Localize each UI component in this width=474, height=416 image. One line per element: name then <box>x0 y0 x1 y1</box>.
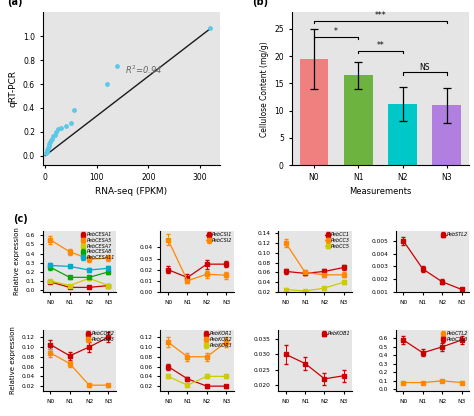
Y-axis label: Relative expression: Relative expression <box>10 327 16 394</box>
Text: **: ** <box>376 41 384 50</box>
Point <box>62 122 70 129</box>
Point <box>70 107 77 114</box>
Point <box>43 149 51 155</box>
Legend: PebCSI1, PebCSI2: PebCSI1, PebCSI2 <box>205 231 233 244</box>
Text: (a): (a) <box>7 0 23 7</box>
Point <box>46 139 54 146</box>
Legend: PebSTL2: PebSTL2 <box>440 231 469 238</box>
Point <box>49 136 56 142</box>
Text: $R^2$=0.94: $R^2$=0.94 <box>125 64 163 77</box>
Point <box>44 146 51 153</box>
Point <box>114 63 121 69</box>
Point <box>50 133 57 140</box>
Point <box>51 132 58 139</box>
Bar <box>388 104 417 165</box>
Point <box>45 143 53 149</box>
X-axis label: Measurements: Measurements <box>349 187 411 196</box>
Point <box>44 145 52 152</box>
Text: (b): (b) <box>252 0 269 7</box>
Legend: PebCOB2, PebCOB3: PebCOB2, PebCOB3 <box>85 330 116 343</box>
Legend: PebCTL2, PebCTL3: PebCTL2, PebCTL3 <box>439 330 469 343</box>
Y-axis label: Cellulose Content (mg/g): Cellulose Content (mg/g) <box>260 41 269 137</box>
Point <box>55 126 62 133</box>
Text: ***: *** <box>374 11 386 20</box>
Y-axis label: Relative expression: Relative expression <box>14 228 20 295</box>
X-axis label: RNA-seq (FPKM): RNA-seq (FPKM) <box>95 187 168 196</box>
Legend: PebCESA1, PebCESA5, PebCESA7, PebCESA8, PebCESA11: PebCESA1, PebCESA5, PebCESA7, PebCESA8, … <box>80 231 116 261</box>
Point <box>206 25 214 31</box>
Bar <box>300 59 328 165</box>
Point <box>52 129 59 135</box>
Point <box>57 125 64 131</box>
Legend: PebCC1, PebCC3, PebCC5: PebCC1, PebCC3, PebCC5 <box>324 231 351 250</box>
Point <box>103 81 111 87</box>
Legend: PebKOB1: PebKOB1 <box>321 330 351 337</box>
Point <box>43 150 50 156</box>
Text: *: * <box>334 27 338 37</box>
Point <box>47 137 55 144</box>
Point <box>67 120 75 127</box>
Bar <box>344 75 373 165</box>
Text: (c): (c) <box>13 214 28 224</box>
Y-axis label: qRT-PCR: qRT-PCR <box>9 70 18 107</box>
Bar <box>432 105 461 165</box>
Legend: PebKOR1, PebKOR2, PebKOR3: PebKOR1, PebKOR2, PebKOR3 <box>203 330 233 349</box>
Text: NS: NS <box>419 63 430 72</box>
Point <box>46 140 53 147</box>
